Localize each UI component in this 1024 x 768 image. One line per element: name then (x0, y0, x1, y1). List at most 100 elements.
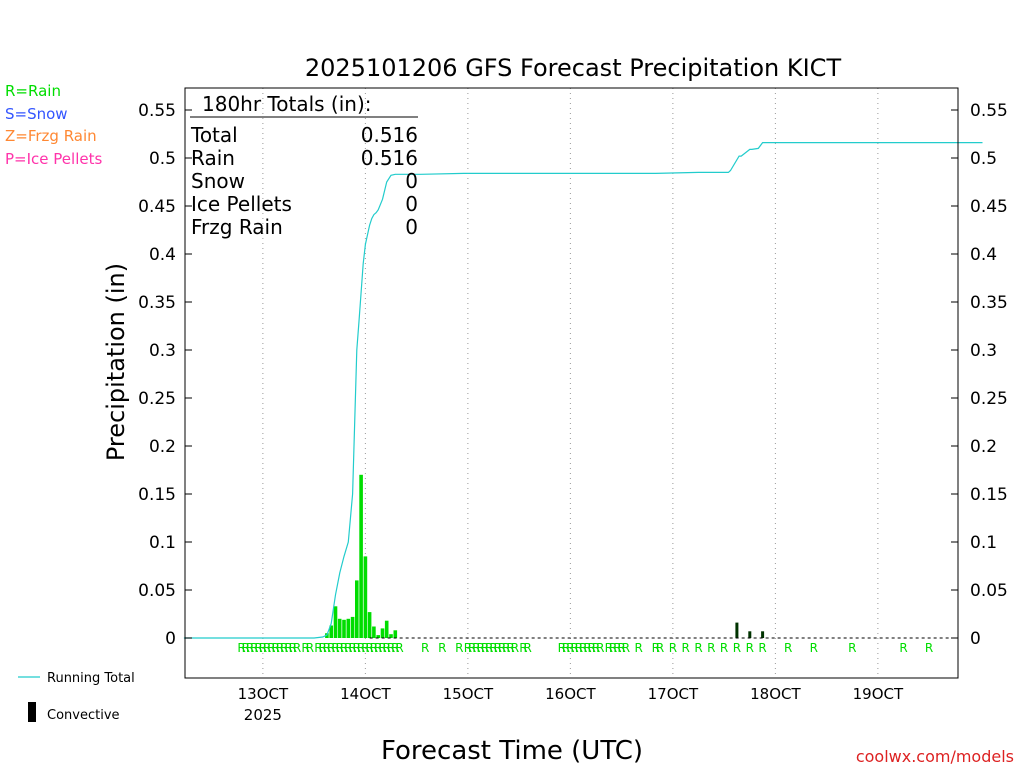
y-tick-label: 0.25 (138, 389, 176, 409)
precip-type-marker: R (314, 641, 322, 655)
precip-type-marker: R (848, 641, 856, 655)
y-tick-label: 0 (165, 629, 176, 649)
precip-type-marker: R (374, 641, 382, 655)
precip-type-marker: R (502, 641, 510, 655)
totals-value: 0 (405, 192, 418, 216)
precip-type-marker: R (758, 641, 766, 655)
x-axis: 13OCT 2025 14OCT 15OCT 16OCT 17OCT 18OCT 19OCT (238, 685, 904, 724)
precip-type-marker: R (566, 641, 574, 655)
y-tick-label: 0.5 (149, 149, 176, 169)
precip-type-marker: R (733, 641, 741, 655)
totals-label: Ice Pellets (191, 192, 292, 216)
y-tick-label-right: 0.05 (970, 581, 1008, 601)
y-tick-label: 0.05 (138, 581, 176, 601)
y-tick-label-right: 0.5 (970, 149, 997, 169)
precip-type-marker: R (498, 641, 506, 655)
precip-type-marker: R (391, 641, 399, 655)
precip-type-marker: R (477, 641, 485, 655)
precip-type-marker: R (365, 641, 373, 655)
totals-value: 0.516 (361, 123, 418, 147)
precip-type-marker: R (562, 641, 570, 655)
vertical-gridlines (262, 88, 879, 678)
precip-type-marker: R (570, 641, 578, 655)
precip-type-marker: R (280, 641, 288, 655)
precip-type-marker: R (250, 641, 258, 655)
rain-bar (380, 628, 385, 638)
rain-bar (393, 630, 398, 638)
totals-value: 0 (405, 215, 418, 239)
x-tick-label: 14OCT (340, 685, 391, 703)
series-legend: Running Total Convective (18, 671, 135, 723)
rain-bar (337, 618, 342, 638)
precip-type-marker: R (575, 641, 583, 655)
y-tick-label: 0.45 (138, 197, 176, 217)
y-tick-label: 0.3 (149, 341, 176, 361)
totals-value: 0.516 (361, 146, 418, 170)
precip-type-marker: R (357, 641, 365, 655)
precip-type-marker: R (468, 641, 476, 655)
running-total-line (183, 142, 983, 639)
running-total-legend-label: Running Total (47, 671, 135, 686)
convective-legend-label: Convective (47, 708, 120, 723)
precip-type-marker: R (588, 641, 596, 655)
precip-type-marker: R (348, 641, 356, 655)
y-tick-label: 0.35 (138, 293, 176, 313)
precip-type-marker: R (246, 641, 254, 655)
precip-type-marker: R (617, 641, 625, 655)
y-tick-label-right: 0 (970, 629, 981, 649)
x-tick-label: 19OCT (853, 685, 904, 703)
rain-bar (363, 556, 368, 638)
precip-type-marker: R (370, 641, 378, 655)
precip-type-marker: R (784, 641, 792, 655)
rain-bar (333, 606, 338, 638)
precip-type-marker: R (810, 641, 818, 655)
precip-bars (325, 474, 765, 638)
chart-title: 2025101206 GFS Forecast Precipitation KI… (305, 54, 842, 82)
rain-bar (350, 616, 355, 638)
precip-type-marker: R (596, 641, 604, 655)
precip-type-marker: R (276, 641, 284, 655)
precip-type-marker: R (267, 641, 275, 655)
precip-type-marker: R (558, 641, 566, 655)
precip-type-marker: R (331, 641, 339, 655)
precip-type-marker: R (323, 641, 331, 655)
totals-header: 180hr Totals (in): (202, 92, 372, 116)
totals-label: Frzg Rain (191, 215, 283, 239)
y-tick-label-right: 0.2 (970, 437, 997, 457)
x-tick-label: 16OCT (545, 685, 596, 703)
x-tick-label: 18OCT (750, 685, 801, 703)
totals-box: 180hr Totals (in): Total 0.516 Rain 0.516 Sn… (190, 92, 418, 239)
y-tick-label-right: 0.35 (970, 293, 1008, 313)
x-tick-label: 17OCT (648, 685, 699, 703)
precip-type-marker: R (656, 641, 664, 655)
precip-type-marker: R (395, 641, 403, 655)
y-axis-left: 0 0.05 0.1 0.15 0.2 0.25 0.3 0.35 0.4 0.45 0.5 0.55 (138, 101, 192, 649)
precip-type-marker: R (494, 641, 502, 655)
precip-type-marker: R (464, 641, 472, 655)
y-tick-label-right: 0.45 (970, 197, 1008, 217)
precip-type-marker: R (259, 641, 267, 655)
y-tick-label: 0.55 (138, 101, 176, 121)
precip-type-marker: R (511, 641, 519, 655)
precip-type-marker: R (481, 641, 489, 655)
precip-type-marker: R (284, 641, 292, 655)
precip-type-marker: R (524, 641, 532, 655)
precip-type-marker: R (669, 641, 677, 655)
precip-type-marker: R (327, 641, 335, 655)
rain-bar (342, 619, 346, 638)
convective-bar (748, 631, 752, 638)
y-tick-label-right: 0.25 (970, 389, 1008, 409)
precip-type-marker: R (583, 641, 591, 655)
precip-type-marker: R (485, 641, 493, 655)
precip-type-marker: R (613, 641, 621, 655)
x-tick-label: 15OCT (443, 685, 494, 703)
rain-bar (376, 635, 380, 638)
precip-type-marker: R (605, 641, 613, 655)
precip-type-marker: R (340, 641, 348, 655)
precip-type-marker: R (378, 641, 386, 655)
precip-type-marker: R (579, 641, 587, 655)
precip-type-marker: R (746, 641, 754, 655)
totals-label: Rain (191, 146, 235, 170)
